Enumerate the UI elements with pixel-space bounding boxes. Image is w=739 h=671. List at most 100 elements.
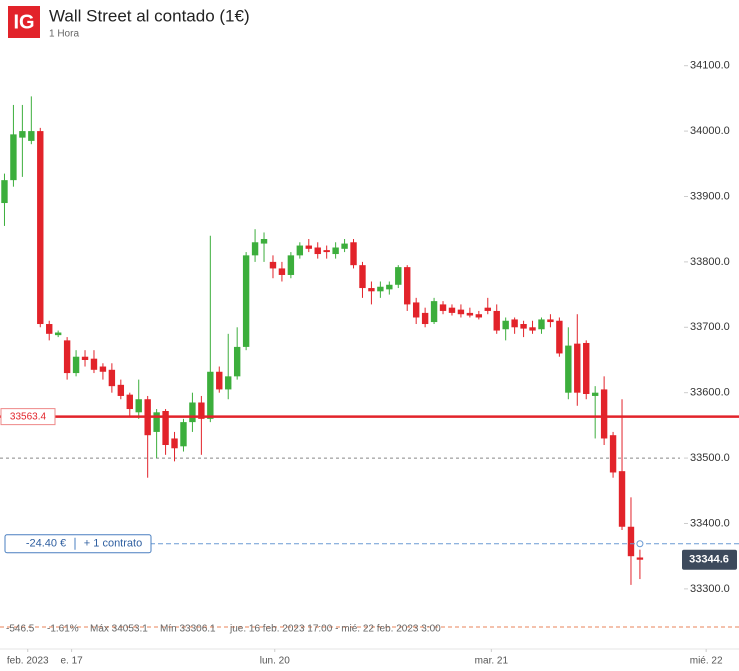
candle-body — [538, 319, 545, 330]
candle-body — [10, 134, 17, 181]
candle-body — [627, 526, 635, 557]
stat-min: Mín 33306.1 — [160, 624, 216, 635]
candle-body — [430, 301, 438, 323]
title: Wall Street al contado (1€) — [49, 6, 250, 25]
candle-body — [636, 557, 644, 560]
candle-body — [591, 392, 599, 396]
candle-body — [350, 242, 357, 266]
position-pnl: -24.40 € — [26, 538, 66, 550]
position-marker — [636, 540, 644, 548]
candle-body — [126, 394, 133, 410]
candle-body — [368, 288, 375, 292]
stats: -546.5 -1.61% Máx 34053.1 Mín 33306.1 ju… — [6, 624, 441, 635]
candle-body — [421, 312, 429, 325]
x-tick-label: mar. 21 — [475, 656, 509, 667]
position-box — [4, 534, 152, 554]
candle-body — [377, 286, 384, 292]
y-tick-label: 33900.0 — [690, 190, 730, 202]
candle-body — [609, 435, 617, 473]
candle-body — [305, 245, 312, 249]
candle-body — [556, 320, 563, 354]
candle-body — [108, 369, 116, 387]
subtitle: 1 Hora — [49, 29, 79, 40]
candle-body — [180, 422, 187, 447]
candle-body — [99, 366, 107, 372]
x-tick-label: mié. 22 — [690, 656, 723, 667]
stat-max: Máx 34053.1 — [90, 624, 148, 635]
price-label: 33344.6 — [689, 554, 729, 566]
candle-body — [359, 265, 366, 289]
candle-body — [278, 268, 286, 275]
candle-body — [484, 307, 491, 311]
y-tick-label: 34100.0 — [690, 60, 730, 72]
level-label-box — [0, 408, 56, 426]
candle-body — [583, 342, 590, 394]
candle-body — [493, 310, 500, 331]
candle-body — [135, 399, 142, 413]
candle-body — [439, 304, 447, 311]
position-size: + 1 contrato — [84, 538, 142, 550]
candle-body — [502, 320, 509, 330]
candle-body — [225, 376, 232, 390]
stat-change-pct: -1.61% — [47, 624, 79, 635]
candle-body — [198, 402, 205, 419]
candle-body — [63, 340, 71, 374]
candle-body — [117, 384, 125, 396]
candle-body — [189, 402, 196, 423]
y-tick-label: 33400.0 — [690, 517, 730, 529]
logo: IG — [13, 11, 34, 33]
candle-body — [520, 324, 527, 329]
candle-body — [404, 267, 411, 305]
candle-body — [287, 255, 295, 275]
candle-body — [216, 371, 223, 390]
candle-body — [565, 345, 572, 393]
candle-body — [386, 284, 393, 290]
candle-body — [574, 343, 581, 393]
stat-change: -546.5 — [6, 624, 35, 635]
candle-body — [54, 332, 62, 336]
candle-body — [242, 255, 250, 347]
candle-body — [475, 314, 483, 318]
x-tick-label: feb. 2023 — [7, 656, 49, 667]
candle-body — [600, 389, 608, 439]
candle-body — [37, 131, 44, 325]
candle-body — [323, 250, 330, 253]
candle-body — [529, 327, 536, 331]
candle-body — [72, 356, 80, 374]
candle-body — [466, 312, 474, 316]
candle-body — [269, 261, 277, 269]
candle-body — [171, 438, 178, 449]
x-tick-label: lun. 20 — [260, 656, 290, 667]
candle-body — [296, 245, 304, 256]
candle-body — [153, 412, 160, 432]
candle-body — [28, 131, 35, 141]
x-tick-label: e. 17 — [60, 656, 83, 667]
stat-range: jue. 16 feb. 2023 17:00 - mié. 22 feb. 2… — [229, 624, 441, 635]
candle-body — [457, 309, 465, 315]
candle-body — [162, 410, 169, 446]
candle-body — [90, 358, 98, 370]
candle-body — [19, 131, 26, 138]
candle-body — [341, 243, 348, 249]
candle-body — [251, 242, 259, 256]
y-tick-label: 33500.0 — [690, 452, 730, 464]
y-tick-label: 33300.0 — [690, 583, 730, 595]
candle-body — [511, 319, 518, 328]
candle-body — [332, 247, 339, 255]
candle-body — [618, 471, 626, 527]
level-label: 33563.4 — [10, 411, 47, 422]
candle-body — [207, 371, 214, 419]
logo-box — [8, 6, 40, 38]
candle-body — [233, 346, 241, 377]
candle-body — [314, 247, 321, 255]
y-tick-label: 33600.0 — [690, 387, 730, 399]
candle-body — [1, 180, 8, 204]
candle-body — [547, 319, 554, 323]
y-tick-label: 34000.0 — [690, 125, 730, 137]
y-tick-label: 33700.0 — [690, 321, 730, 333]
price-label-box — [682, 549, 737, 570]
candle-body — [260, 239, 268, 244]
candle-body — [412, 302, 420, 318]
candle-body — [46, 324, 53, 334]
